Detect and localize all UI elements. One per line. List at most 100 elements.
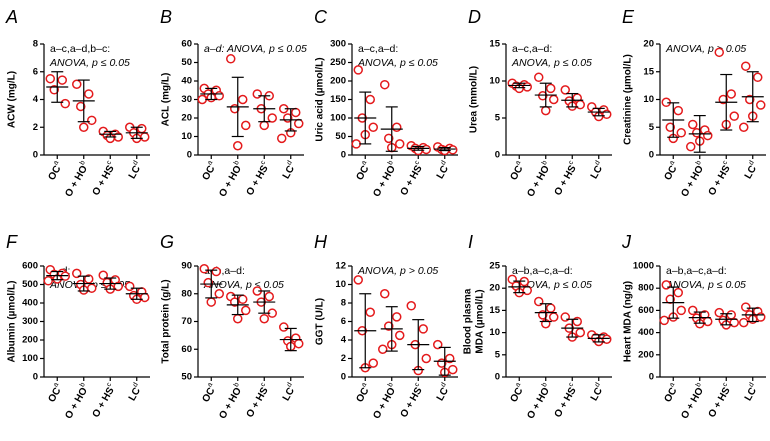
y-tick-label: 200 <box>638 349 654 360</box>
data-point <box>113 281 123 292</box>
category-name: O + HO <box>371 164 398 199</box>
y-tick-label: 8 <box>33 39 38 50</box>
y-tick-label: 5 <box>495 113 501 124</box>
y-tick-label: 8 <box>341 298 346 309</box>
data-point <box>79 122 89 132</box>
y-axis-label: Creatinine (µmol/L) <box>623 54 634 145</box>
y-tick-label: 0 <box>341 372 346 383</box>
y-tick-label: 4 <box>341 335 347 346</box>
x-tick-label: OCa <box>199 381 220 404</box>
data-point <box>676 128 686 138</box>
data-point <box>84 274 94 284</box>
data-point <box>688 305 698 316</box>
x-tick-label: LCd <box>125 381 145 402</box>
x-tick-label: O + HOb <box>524 159 554 198</box>
category-name: OC <box>200 386 217 404</box>
data-point <box>703 130 713 141</box>
category-superscript: b <box>387 159 395 166</box>
data-point <box>241 305 251 316</box>
category-name: OC <box>46 386 63 404</box>
category-name: LC <box>126 164 142 181</box>
y-tick-label: 15 <box>489 305 500 316</box>
y-tick-label: 5 <box>649 122 655 133</box>
annotation: a–c,a–d,b–c: <box>50 43 110 55</box>
category-superscript: d <box>132 159 140 166</box>
data-point <box>726 89 736 99</box>
data-point <box>264 291 274 302</box>
category-superscript: d <box>748 159 756 166</box>
y-tick-label: 600 <box>638 305 654 316</box>
data-point <box>380 79 390 90</box>
category-superscript: a <box>360 159 368 166</box>
panel-letter: B <box>160 7 172 27</box>
data-point <box>279 322 289 332</box>
y-tick-label: 200 <box>330 76 346 87</box>
data-point <box>692 128 702 138</box>
x-tick-label: O + HOb <box>216 381 246 420</box>
data-point <box>739 317 749 328</box>
panel-letter: E <box>622 7 635 27</box>
data-point <box>368 358 378 368</box>
y-tick-label: 70 <box>181 316 192 327</box>
category-name: OC <box>662 386 679 404</box>
category-superscript: d <box>440 159 448 166</box>
data-point <box>214 91 224 101</box>
category-superscript: d <box>594 381 602 388</box>
data-point <box>676 305 686 316</box>
data-point <box>549 94 559 105</box>
data-point <box>395 139 405 149</box>
data-point <box>741 302 751 312</box>
y-tick-label: 0 <box>649 372 654 383</box>
data-point <box>406 301 416 311</box>
y-tick-label: 10 <box>181 131 192 142</box>
x-tick-label: O + HSc <box>551 159 581 198</box>
y-tick-label: 250 <box>330 57 346 68</box>
category-name: O + HO <box>217 386 244 421</box>
x-tick-label: OCa <box>353 159 374 182</box>
data-point <box>351 139 361 149</box>
x-tick-label: O + HSc <box>397 381 427 420</box>
annotation: a–b,a–c,a–d: <box>512 265 573 277</box>
data-point <box>140 292 150 303</box>
y-axis-label: ACW (mg/L) <box>7 71 18 128</box>
category-superscript: c <box>259 159 267 166</box>
category-name: O + HS <box>552 163 578 197</box>
x-tick-label: OCa <box>661 159 682 182</box>
x-tick-label: LCd <box>587 159 607 180</box>
category-superscript: b <box>233 159 241 166</box>
x-tick-label: OCa <box>507 381 528 404</box>
y-tick-label: 500 <box>22 279 38 290</box>
y-tick-label: 0 <box>341 150 346 161</box>
panel-letter: J <box>621 232 632 252</box>
y-tick-label: 10 <box>643 94 654 105</box>
category-superscript: d <box>748 381 756 388</box>
y-axis-label: Urea (mmol/L) <box>469 66 480 133</box>
data-point <box>549 312 559 322</box>
x-tick-label: OCa <box>45 381 66 404</box>
data-point <box>43 276 53 286</box>
x-tick-label: LCd <box>433 159 453 180</box>
data-point <box>291 107 301 118</box>
category-name: O + HS <box>706 385 732 419</box>
category-name: LC <box>126 386 142 403</box>
data-point <box>125 281 135 292</box>
category-name: O + HO <box>63 386 90 421</box>
y-tick-label: 600 <box>22 261 38 272</box>
category-name: O + HS <box>398 385 424 419</box>
annotation: ANOVA, p > 0.05 <box>665 43 746 55</box>
category-name: O + HS <box>244 385 270 419</box>
category-name: LC <box>280 164 296 181</box>
y-tick-label: 0 <box>33 150 38 161</box>
data-point <box>421 353 431 364</box>
y-tick-label: 2 <box>33 122 38 133</box>
data-point <box>353 65 363 75</box>
category-superscript: a <box>360 381 368 388</box>
category-superscript: c <box>567 381 575 388</box>
category-superscript: b <box>387 381 395 388</box>
data-point <box>665 122 675 132</box>
y-tick-label: 0 <box>33 372 38 383</box>
data-point <box>718 94 728 105</box>
category-superscript: d <box>286 381 294 388</box>
y-tick-label: 800 <box>638 283 654 294</box>
data-point <box>665 294 675 305</box>
